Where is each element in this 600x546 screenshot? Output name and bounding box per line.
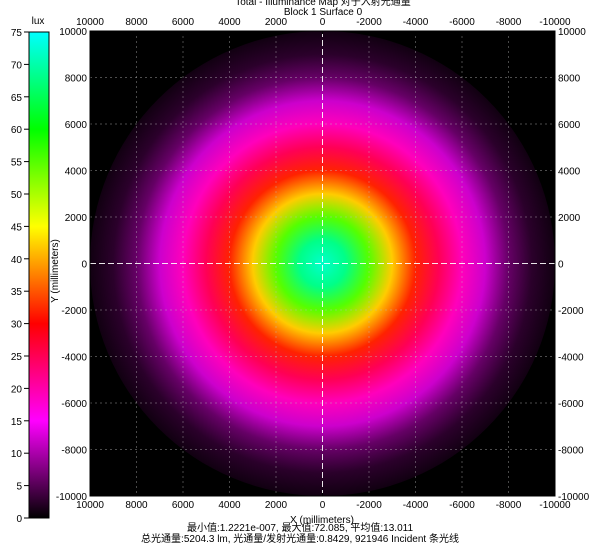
colorbar-tick-label: 30 [11,320,23,331]
x-tick-label-bottom: 4000 [218,500,241,511]
x-tick-label-bottom: 10000 [76,500,104,511]
y-tick-label-left: -6000 [61,399,87,410]
x-tick-label-bottom: 2000 [265,500,288,511]
colorbar-tick-label: 65 [11,93,23,104]
y-tick-label-right: -10000 [558,492,590,503]
y-axis-label: Y (millimeters) [50,239,61,303]
y-tick-label-left: 4000 [65,167,88,178]
y-tick-label-right: -2000 [558,306,584,317]
x-axis-label: X (millimeters) [290,515,354,526]
colorbar-tick-label: 15 [11,417,23,428]
colorbar-tick-label: 10 [11,449,23,460]
x-tick-label-bottom: -8000 [496,500,522,511]
y-tick-label-left: 6000 [65,120,88,131]
y-tick-label-right: 6000 [558,120,581,131]
colorbar-tick-label: 60 [11,125,23,136]
colorbar-tick-label: 5 [16,482,22,493]
stats-line-2: 总光通量:5204.3 lm, 光通量/发射光通量:0.8429, 921946… [141,534,459,545]
y-tick-label-right: 0 [558,260,564,271]
x-tick-label-top: -10000 [539,17,571,28]
x-tick-label-top: -4000 [403,17,429,28]
x-tick-label-bottom: 6000 [172,500,195,511]
y-tick-label-left: 0 [81,260,87,271]
colorbar-tick-label: 55 [11,158,23,169]
heatmap-rings [90,31,555,496]
y-tick-label-left: -10000 [56,492,88,503]
y-tick-label-left: 10000 [59,27,87,38]
y-tick-label-left: -8000 [61,446,87,457]
y-tick-label-right: 10000 [558,27,586,38]
x-tick-label-bottom: 8000 [125,500,148,511]
x-tick-label-top: 8000 [125,17,148,28]
colorbar-tick-label: 70 [11,60,23,71]
colorbar-gradient [28,31,50,519]
plot-area: 1000010000800080006000600040004000200020… [56,17,590,511]
x-tick-label-top: 4000 [218,17,241,28]
y-tick-label-left: -2000 [61,306,87,317]
chart-title: Total - Illuminance Map 对于入射光通量 [235,0,411,8]
x-tick-label-top: 0 [320,17,326,28]
y-tick-label-right: 4000 [558,167,581,178]
colorbar-tick-label: 25 [11,352,23,363]
x-tick-label-bottom: -6000 [449,500,475,511]
colorbar-tick-label: 50 [11,190,23,201]
x-tick-label-bottom: -2000 [356,500,382,511]
colorbar-label: lux [32,16,45,27]
y-tick-label-right: -4000 [558,353,584,364]
x-tick-label-top: -2000 [356,17,382,28]
colorbar-tick-label: 75 [11,28,23,39]
chart-subtitle: Block 1 Surface 0 [284,7,363,18]
y-tick-label-right: -6000 [558,399,584,410]
y-tick-label-left: -4000 [61,353,87,364]
x-tick-label-top: 10000 [76,17,104,28]
x-tick-label-bottom: -4000 [403,500,429,511]
colorbar-tick-label: 0 [16,514,22,525]
stats-line-1: 最小值:1.2221e-007, 最大值:72.085, 平均值:13.011 [186,523,414,534]
x-tick-label-top: 6000 [172,17,195,28]
y-tick-label-left: 2000 [65,213,88,224]
x-tick-label-bottom: -10000 [539,500,571,511]
colorbar-tick-label: 35 [11,287,23,298]
x-tick-label-bottom: 0 [320,500,326,511]
x-tick-label-top: -6000 [449,17,475,28]
heatmap-field [90,31,555,496]
colorbar-tick-label: 45 [11,222,23,233]
y-tick-label-left: 8000 [65,74,88,85]
colorbar-tick-label: 40 [11,255,23,266]
axis-ticks: 1000010000800080006000600040004000200020… [56,17,590,511]
x-tick-label-top: -8000 [496,17,522,28]
y-tick-label-right: 8000 [558,74,581,85]
grid-lines [89,30,556,497]
y-tick-label-right: 2000 [558,213,581,224]
y-tick-label-right: -8000 [558,446,584,457]
x-tick-label-top: 2000 [265,17,288,28]
colorbar-tick-label: 20 [11,384,23,395]
